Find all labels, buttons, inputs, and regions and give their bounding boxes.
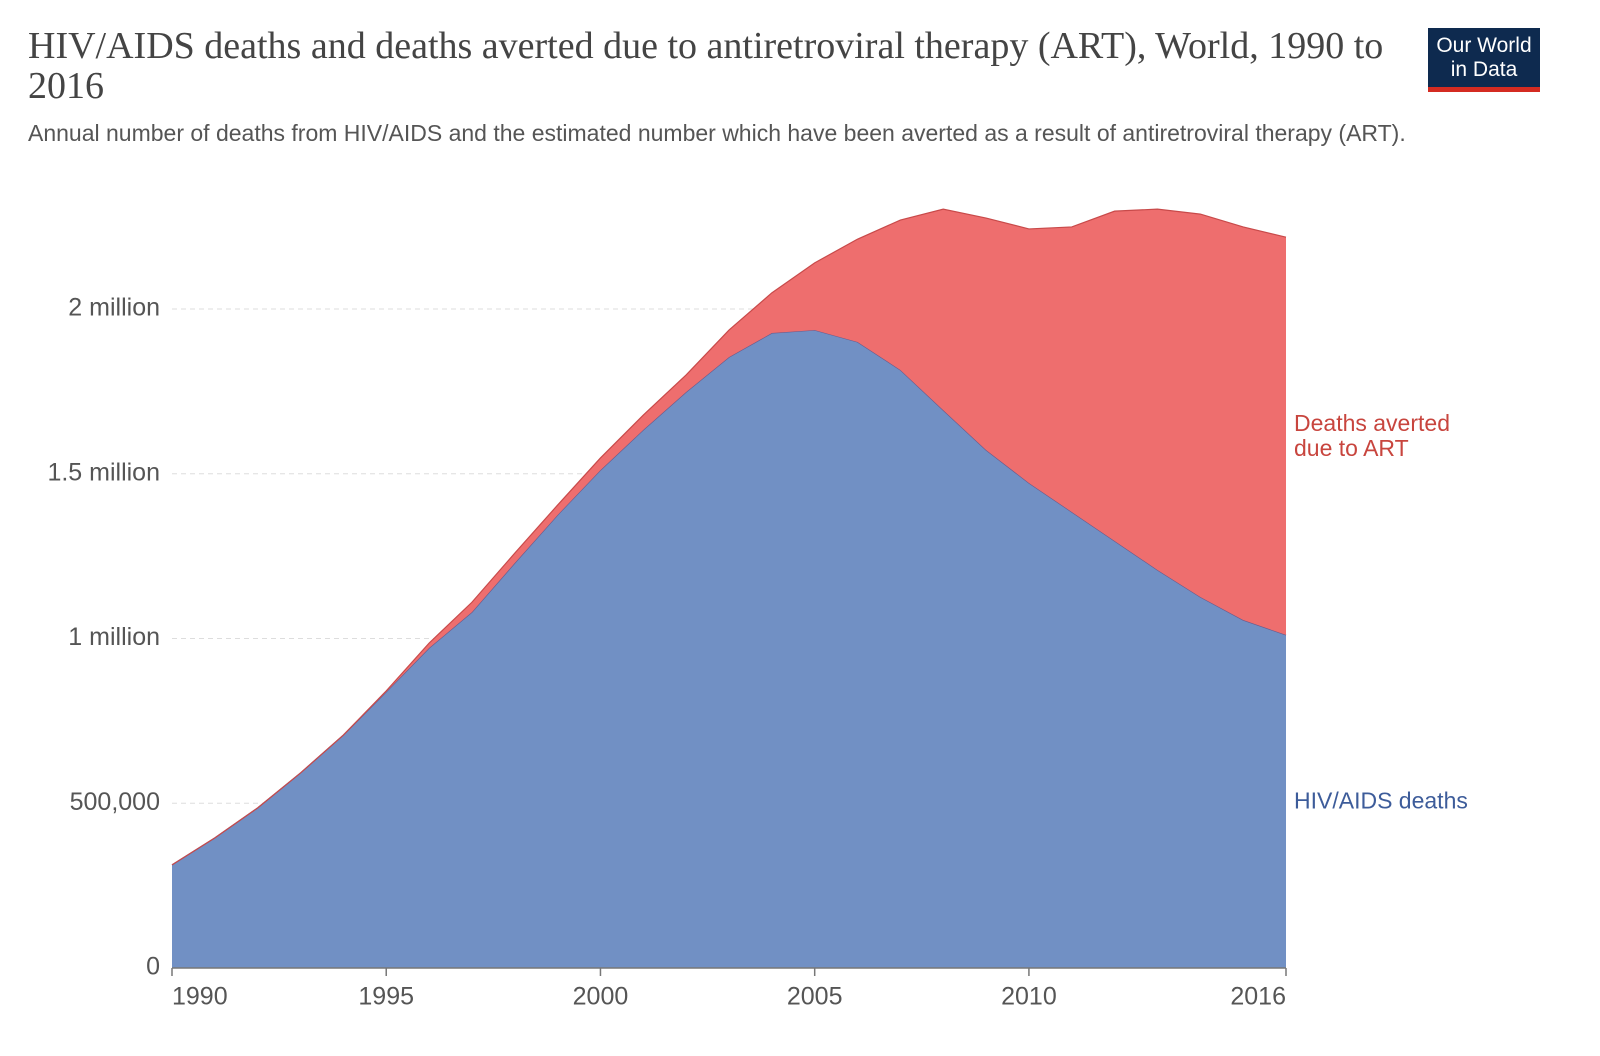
x-tick-label: 2010 — [1001, 983, 1057, 1011]
x-tick-label: 1990 — [172, 983, 228, 1011]
y-tick-label: 1 million — [68, 623, 160, 651]
area — [172, 330, 1286, 968]
x-tick-label: 2005 — [787, 983, 843, 1011]
y-tick-label: 1.5 million — [47, 458, 160, 486]
area — [172, 209, 1286, 865]
series-label: Deaths averted due to ART — [1294, 410, 1450, 462]
y-tick-label: 500,000 — [70, 788, 160, 816]
chart-subtitle: Annual number of deaths from HIV/AIDS an… — [28, 120, 1406, 146]
y-tick-label: 0 — [146, 953, 160, 981]
x-tick-label: 2016 — [1230, 983, 1286, 1011]
area-edge — [171, 208, 1287, 866]
y-tick-label: 2 million — [68, 294, 160, 322]
logo-line: Our World — [1436, 34, 1532, 57]
x-tick-label: 2000 — [573, 983, 629, 1011]
chart-title: HIV/AIDS deaths and deaths averted due t… — [28, 25, 1384, 107]
x-tick-label: 1995 — [358, 983, 414, 1011]
logo: Our World in Data — [1428, 28, 1540, 92]
logo-line: in Data — [1450, 58, 1518, 81]
series-label: HIV/AIDS deaths — [1294, 787, 1468, 814]
